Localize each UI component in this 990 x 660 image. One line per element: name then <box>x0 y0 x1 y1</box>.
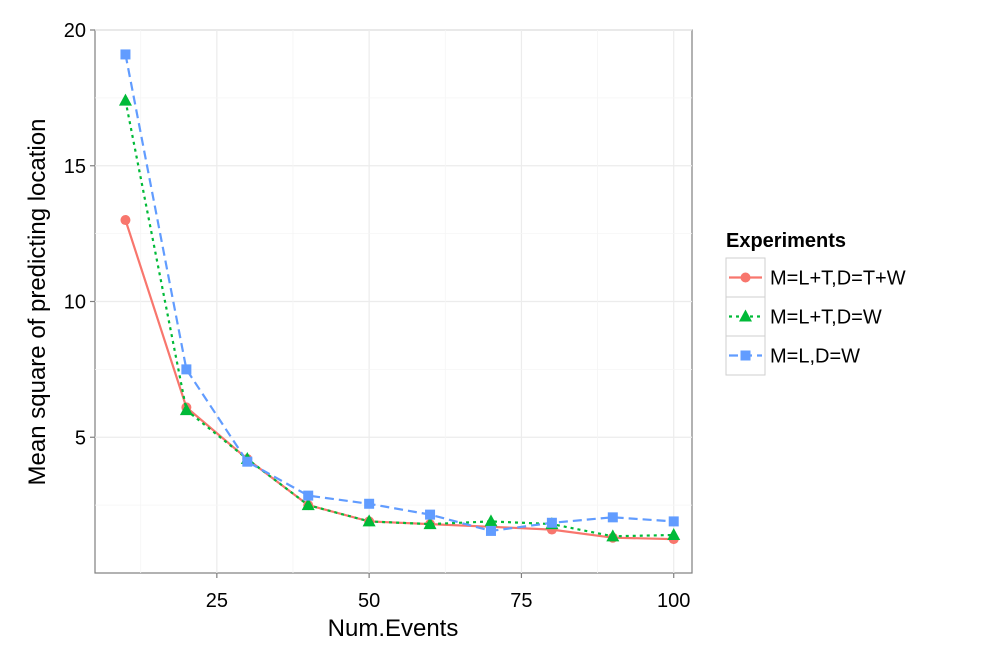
y-axis: 5 10 15 20 <box>64 20 95 449</box>
data-point <box>668 516 679 527</box>
data-point <box>301 498 315 511</box>
legend-key-marker <box>740 272 751 283</box>
series-line <box>124 54 674 533</box>
legend-key-marker <box>739 309 752 322</box>
data-point <box>364 498 375 509</box>
data-point <box>667 527 681 540</box>
data-point <box>120 215 131 226</box>
data-point <box>484 514 498 527</box>
y-axis-title: Mean square of predicting location <box>24 119 51 486</box>
data-point <box>607 512 618 523</box>
data-point <box>606 529 620 542</box>
series-3 <box>120 49 679 536</box>
y-tick-label: 5 <box>75 427 86 449</box>
data-point <box>242 456 253 467</box>
x-tick-label: 50 <box>358 590 380 612</box>
legend: Experiments M=L+T,D=T+W M=L+T,D=W M=L,D=W <box>725 230 906 376</box>
x-tick-label: 75 <box>510 590 532 612</box>
legend-label: M=L+T,D=W <box>770 307 882 329</box>
legend-label: M=L+T,D=T+W <box>770 268 906 290</box>
legend-key-marker <box>740 350 751 361</box>
x-axis-title: Num.Events <box>328 615 459 642</box>
x-tick-label: 100 <box>657 590 690 612</box>
y-tick-label: 15 <box>64 156 86 178</box>
data-point <box>118 93 132 106</box>
y-tick-label: 20 <box>64 20 86 42</box>
data-point <box>546 517 557 528</box>
data-point <box>425 509 436 520</box>
data-point <box>303 490 314 501</box>
grid-lines <box>95 29 692 573</box>
series-line <box>124 219 674 541</box>
data-point <box>179 403 193 416</box>
series-layer <box>118 49 681 545</box>
legend-item: M=L+T,D=W <box>725 296 882 337</box>
legend-item: M=L+T,D=T+W <box>725 257 906 298</box>
data-point <box>362 514 376 527</box>
x-tick-label: 25 <box>206 590 228 612</box>
data-point <box>120 49 131 60</box>
y-tick-label: 10 <box>64 292 86 314</box>
x-axis: 25 50 75 100 <box>206 573 690 612</box>
data-point <box>181 364 192 375</box>
data-point <box>485 525 496 536</box>
data-point <box>423 517 437 530</box>
legend-item: M=L,D=W <box>725 335 860 376</box>
legend-title: Experiments <box>726 230 846 252</box>
legend-label: M=L,D=W <box>770 346 860 368</box>
